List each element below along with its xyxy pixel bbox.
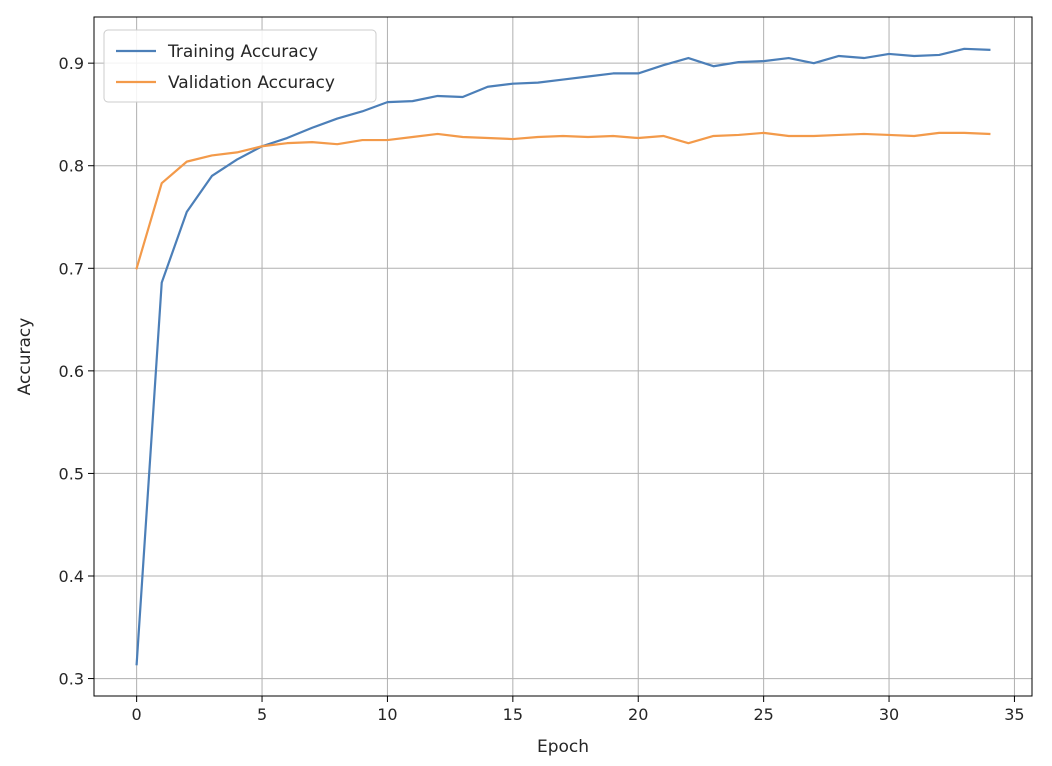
y-tick-label: 0.3 bbox=[59, 670, 84, 689]
x-tick-label: 5 bbox=[257, 705, 267, 724]
legend-label: Training Accuracy bbox=[167, 42, 318, 62]
series-line-training-accuracy bbox=[135, 47, 991, 666]
legend-box bbox=[103, 29, 377, 103]
plot-frame bbox=[93, 16, 1033, 697]
x-axis-ticks: 0 5 10 15 20 25 30 35 bbox=[132, 696, 1025, 724]
x-tick-label: 15 bbox=[503, 705, 523, 724]
y-axis-ticks: 0.3 0.4 0.5 0.6 0.7 0.8 0.9 bbox=[59, 54, 94, 689]
x-tick-label: 25 bbox=[753, 705, 773, 724]
series-layer bbox=[135, 47, 991, 666]
y-tick-label: 0.4 bbox=[59, 567, 84, 586]
legend: Training Accuracy Validation Accuracy bbox=[103, 29, 377, 103]
y-tick-label: 0.7 bbox=[59, 259, 84, 278]
grid-lines bbox=[94, 17, 1032, 696]
x-tick-label: 0 bbox=[132, 705, 142, 724]
x-tick-label: 10 bbox=[377, 705, 397, 724]
y-tick-label: 0.9 bbox=[59, 54, 84, 73]
x-tick-label: 35 bbox=[1004, 705, 1024, 724]
y-tick-label: 0.5 bbox=[59, 464, 84, 483]
legend-label: Validation Accuracy bbox=[168, 73, 335, 93]
x-axis-label: Epoch bbox=[537, 737, 589, 757]
x-tick-label: 30 bbox=[879, 705, 899, 724]
series-line-validation-accuracy bbox=[135, 131, 991, 270]
y-axis-label: Accuracy bbox=[15, 318, 35, 396]
x-tick-label: 20 bbox=[628, 705, 648, 724]
y-tick-label: 0.8 bbox=[59, 157, 84, 176]
y-tick-label: 0.6 bbox=[59, 362, 84, 381]
